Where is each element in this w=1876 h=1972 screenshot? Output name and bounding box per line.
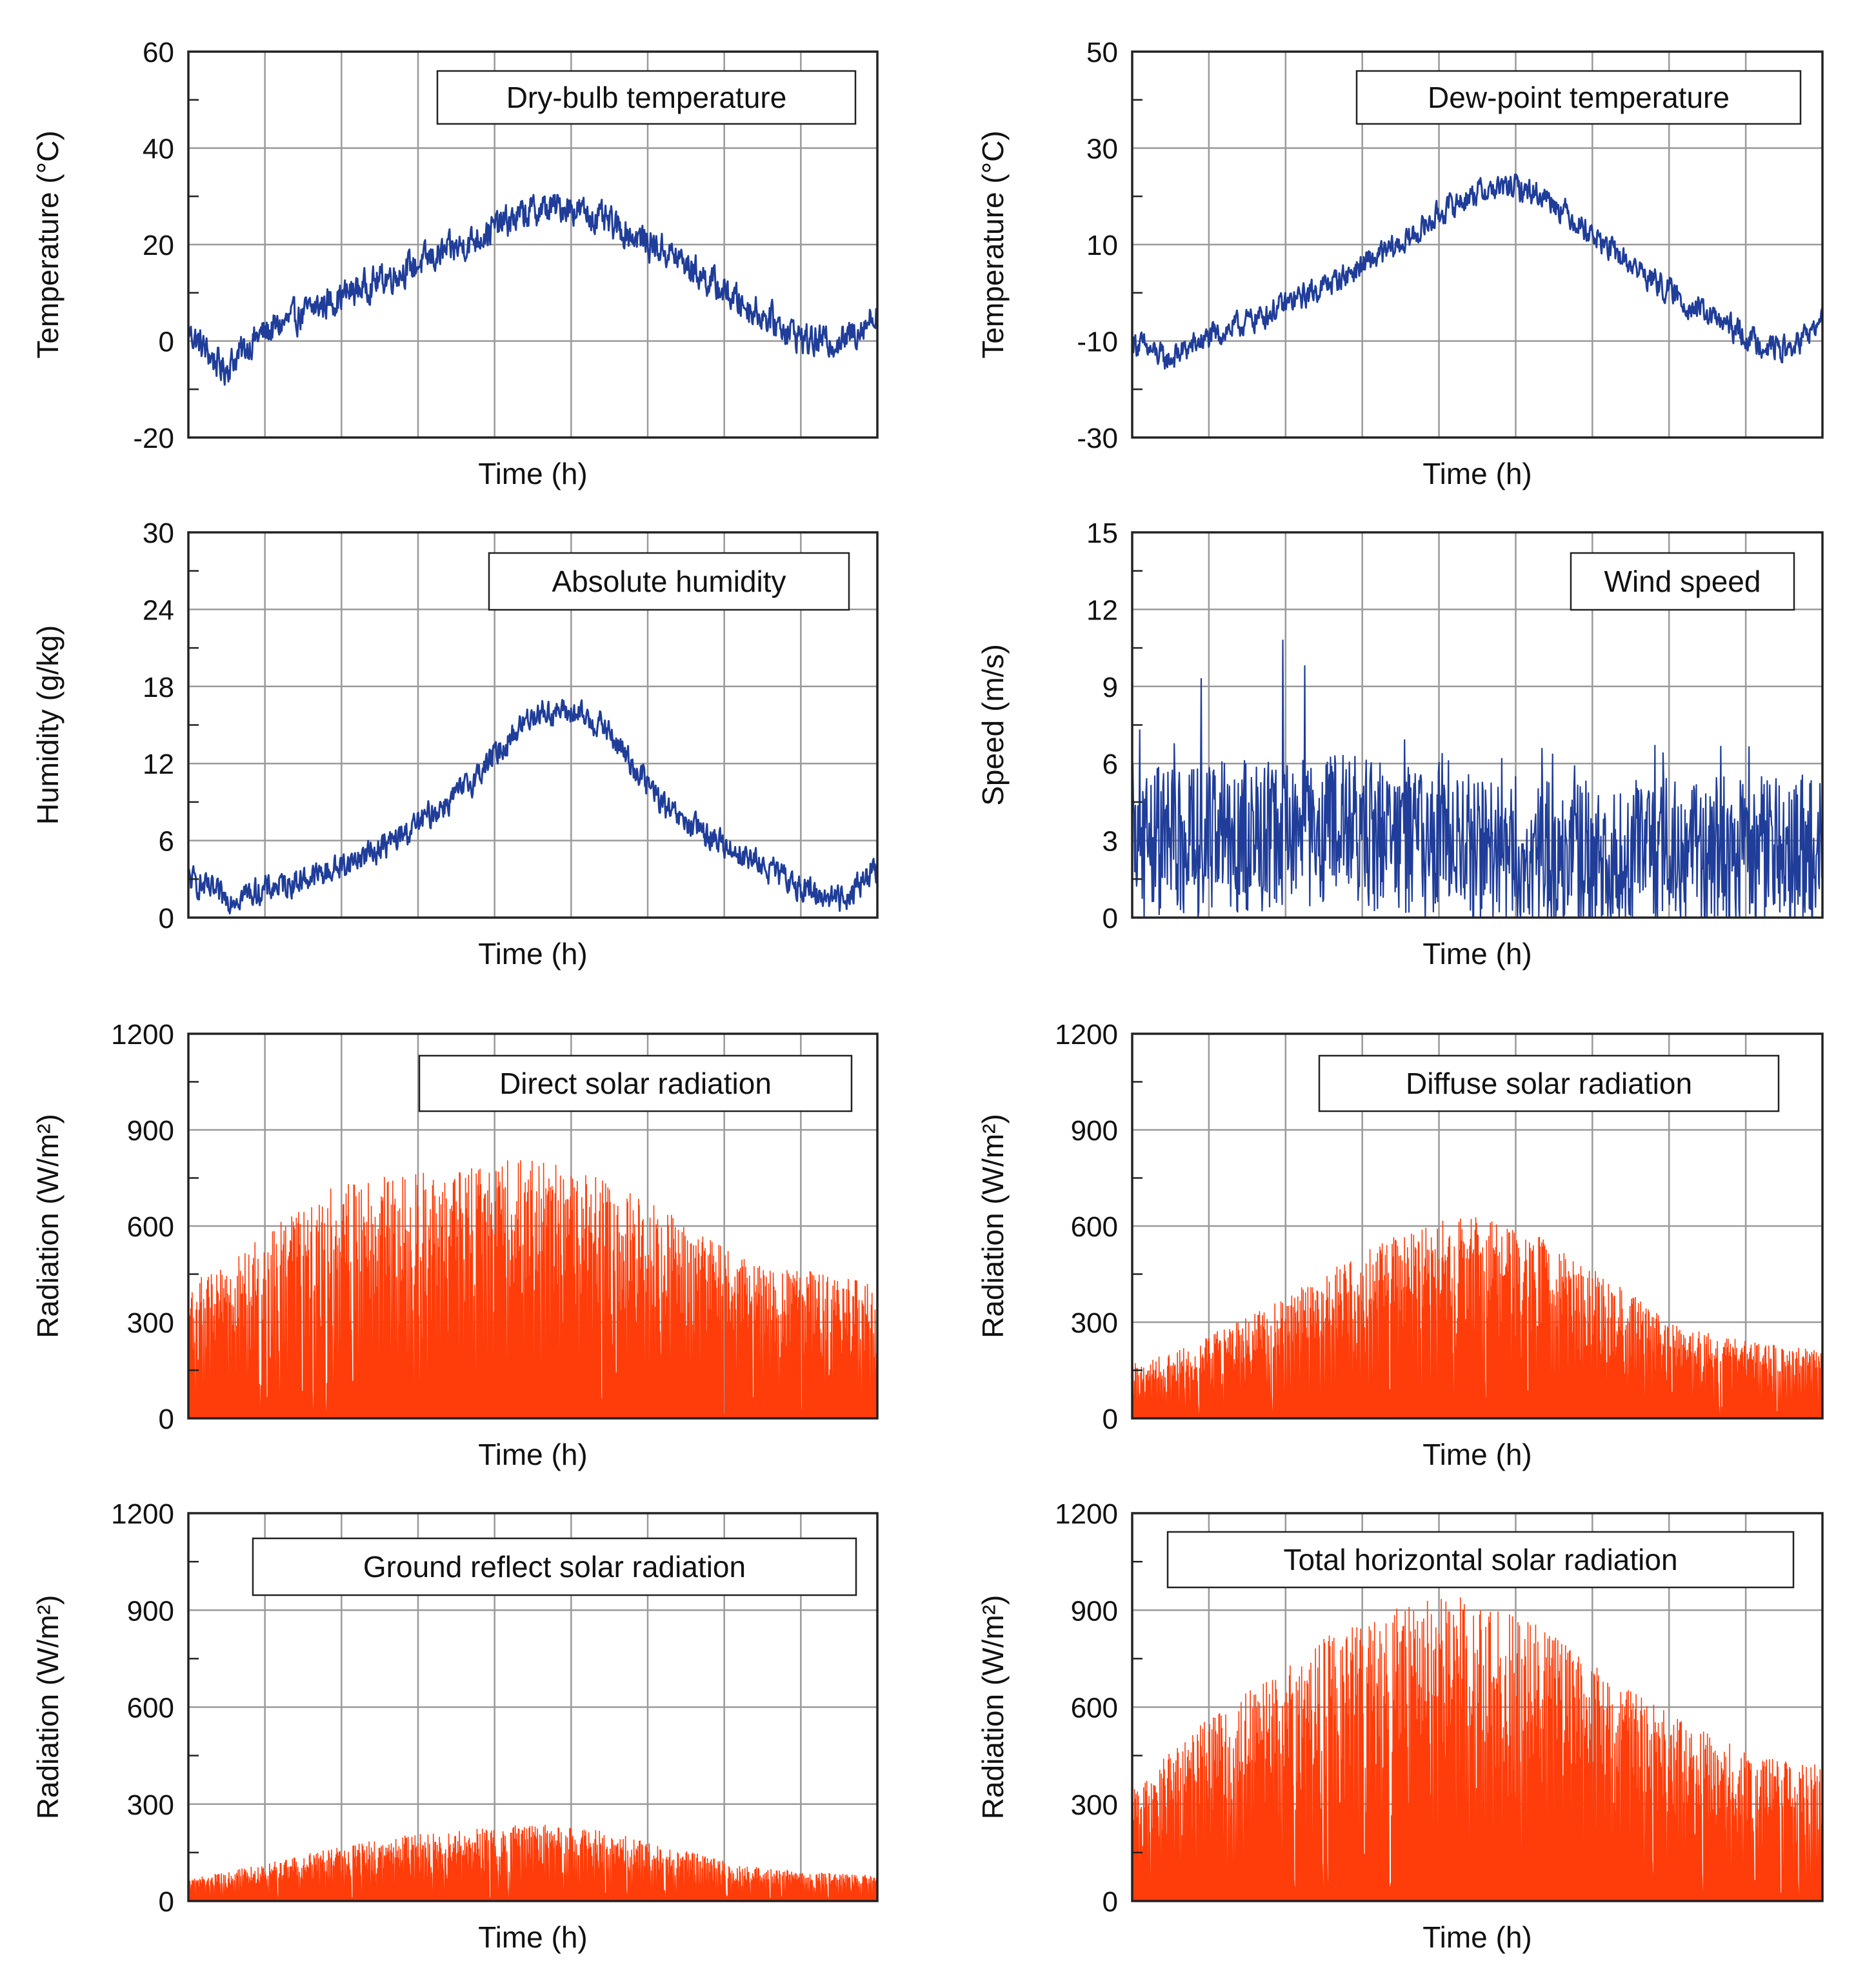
y-tick-label: 0 bbox=[159, 327, 174, 358]
y-tick-label: 20 bbox=[143, 230, 174, 261]
legend-label: Ground reflect solar radiation bbox=[363, 1550, 746, 1584]
y-tick-label: 600 bbox=[1071, 1693, 1118, 1724]
plot-frame bbox=[187, 50, 879, 439]
y-tick-label: 3 bbox=[1103, 826, 1118, 858]
legend-label: Diffuse solar radiation bbox=[1406, 1067, 1692, 1100]
y-tick-label: 6 bbox=[1103, 749, 1118, 780]
series-area-diffuse-solar-radiation bbox=[1132, 1217, 1823, 1420]
y-axis-title: Radiation (W/m²) bbox=[976, 1114, 1010, 1338]
y-tick-label: 6 bbox=[159, 826, 174, 858]
y-tick-label: -20 bbox=[133, 423, 174, 454]
y-axis-title: Temperature (°C) bbox=[31, 130, 65, 358]
legend-label: Wind speed bbox=[1604, 565, 1761, 598]
series-line-dew-point-temperature bbox=[1131, 173, 1824, 370]
y-tick-label: 900 bbox=[127, 1595, 174, 1627]
y-tick-label: 10 bbox=[1086, 230, 1118, 261]
x-axis-title: Time (h) bbox=[478, 937, 588, 971]
plot-frame bbox=[187, 1512, 879, 1902]
y-tick-label: 900 bbox=[1071, 1115, 1118, 1147]
y-tick-label: 12 bbox=[143, 749, 174, 780]
y-tick-label: 300 bbox=[127, 1307, 174, 1339]
y-tick-label: 1200 bbox=[111, 1498, 174, 1530]
plot-frame bbox=[1131, 1512, 1824, 1902]
chart-panel-7: 0 300 600 900 1200 Radiation (W/m²) Time (h) Gr… bbox=[31, 1498, 879, 1954]
y-tick-label: 30 bbox=[1086, 134, 1118, 165]
chart-panel-3: 0 6 12 18 24 30 Humidity (g/kg) Time (h) Absolut… bbox=[31, 518, 879, 971]
y-tick-label: 300 bbox=[1071, 1789, 1118, 1821]
y-tick-label: 600 bbox=[127, 1693, 174, 1724]
y-axis-title: Radiation (W/m²) bbox=[31, 1114, 65, 1338]
y-tick-label: 12 bbox=[1086, 594, 1118, 626]
legend-label: Dew-point temperature bbox=[1428, 81, 1730, 114]
x-axis-title: Time (h) bbox=[478, 1438, 588, 1471]
y-axis-title: Radiation (W/m²) bbox=[31, 1595, 65, 1820]
series-area-direct-solar-radiation bbox=[188, 1160, 878, 1420]
chart-panel-2: -30 -10 10 30 50 Temperature (°C) Time (h) Dew-… bbox=[976, 37, 1824, 490]
legend-box bbox=[252, 1537, 857, 1596]
y-tick-label: 0 bbox=[159, 1404, 174, 1435]
y-axis-title: Temperature (°C) bbox=[976, 130, 1010, 358]
legend-label: Absolute humidity bbox=[552, 565, 786, 598]
y-tick-label: 900 bbox=[127, 1115, 174, 1147]
y-tick-label: 0 bbox=[1103, 903, 1118, 934]
y-tick-label: 30 bbox=[143, 518, 174, 549]
y-tick-label: 300 bbox=[127, 1789, 174, 1821]
legend-label: Direct solar radiation bbox=[499, 1067, 772, 1100]
chart-panel-8: 0 300 600 900 1200 Radiation (W/m²) Time (h) To… bbox=[976, 1498, 1824, 1954]
y-tick-label: 600 bbox=[127, 1211, 174, 1243]
plot-frame bbox=[1131, 1032, 1824, 1420]
legend-box bbox=[488, 552, 850, 611]
plot-frame bbox=[1131, 50, 1824, 439]
y-tick-label: -10 bbox=[1077, 327, 1118, 358]
x-axis-title: Time (h) bbox=[1422, 457, 1532, 490]
y-tick-label: 40 bbox=[143, 134, 174, 165]
chart-panel-5: 0 300 600 900 1200 Radiation (W/m²) Time (h) Di… bbox=[31, 1019, 879, 1471]
legend-box bbox=[418, 1054, 853, 1112]
chart-panel-1: -20 0 20 40 60 Temperature (°C) Time (h) Dry-bu… bbox=[31, 37, 879, 490]
y-axis-title: Humidity (g/kg) bbox=[31, 625, 65, 825]
y-tick-label: 0 bbox=[159, 903, 174, 934]
y-tick-label: 900 bbox=[1071, 1595, 1118, 1627]
legend-label: Total horizontal solar radiation bbox=[1283, 1543, 1677, 1576]
y-tick-label: 1200 bbox=[1055, 1019, 1118, 1051]
legend-label: Dry-bulb temperature bbox=[506, 81, 787, 114]
series-line-wind-speed bbox=[1131, 639, 1824, 919]
y-axis-title: Radiation (W/m²) bbox=[976, 1595, 1010, 1820]
y-tick-label: 24 bbox=[143, 594, 174, 626]
series-line-absolute-humidity bbox=[187, 699, 879, 915]
x-axis-title: Time (h) bbox=[478, 457, 588, 490]
series-line-dry-bulb-temperature bbox=[187, 194, 879, 386]
x-axis-title: Time (h) bbox=[1422, 937, 1532, 971]
y-tick-label: 300 bbox=[1071, 1307, 1118, 1339]
chart-panel-4: 0 3 6 9 12 15 Speed (m/s) Time (h) Wind speed bbox=[976, 518, 1824, 971]
legend-box bbox=[436, 70, 857, 125]
legend-box bbox=[1570, 552, 1795, 611]
y-tick-label: 9 bbox=[1103, 672, 1118, 703]
x-axis-title: Time (h) bbox=[1422, 1920, 1532, 1954]
y-axis-title: Speed (m/s) bbox=[976, 644, 1010, 806]
plot-frame bbox=[187, 1032, 879, 1420]
legend-box bbox=[1166, 1531, 1795, 1589]
series-area-total-horizontal-solar-radiation bbox=[1132, 1597, 1823, 1903]
x-axis-title: Time (h) bbox=[478, 1920, 588, 1954]
x-axis-title: Time (h) bbox=[1422, 1438, 1532, 1471]
chart-panel-6: 0 300 600 900 1200 Radiation (W/m²) Time (h) Di… bbox=[976, 1019, 1824, 1471]
legend-box bbox=[1355, 70, 1802, 125]
y-tick-label: 0 bbox=[1103, 1886, 1118, 1918]
y-tick-label: 60 bbox=[143, 37, 174, 68]
y-tick-label: 0 bbox=[159, 1886, 174, 1918]
y-tick-label: 18 bbox=[143, 672, 174, 703]
y-tick-label: 1200 bbox=[1055, 1498, 1118, 1530]
y-tick-label: 15 bbox=[1086, 518, 1118, 549]
y-tick-label: 600 bbox=[1071, 1211, 1118, 1243]
series-area-ground-reflect-solar-radiation bbox=[188, 1824, 878, 1903]
legend-box bbox=[1318, 1054, 1780, 1112]
y-tick-label: -30 bbox=[1077, 423, 1118, 454]
y-tick-label: 1200 bbox=[111, 1019, 174, 1051]
y-tick-label: 0 bbox=[1103, 1404, 1118, 1435]
y-tick-label: 50 bbox=[1086, 37, 1118, 68]
